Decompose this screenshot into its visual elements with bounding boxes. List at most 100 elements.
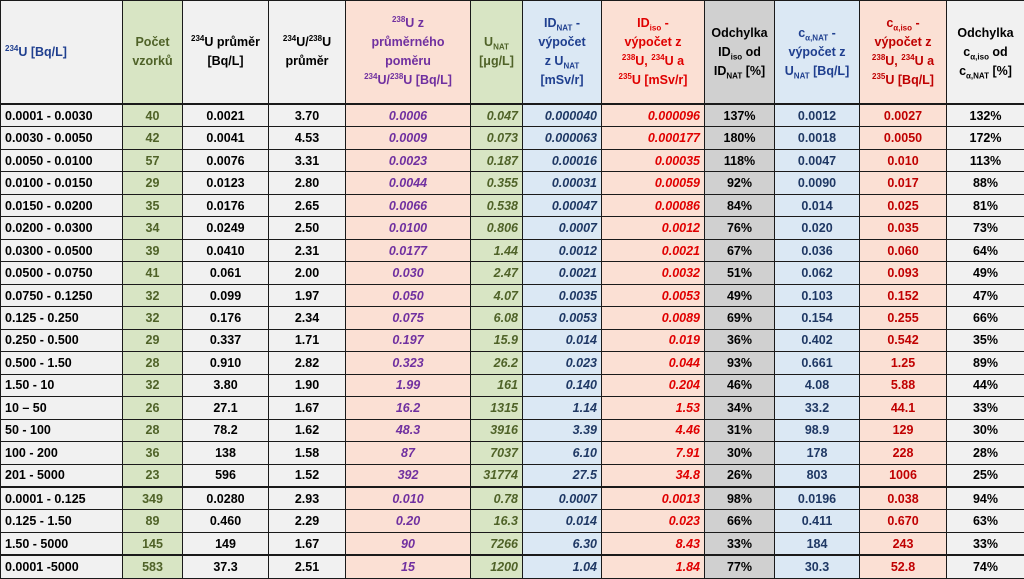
cell-id-deviation: 92% — [704, 171, 775, 195]
cell-u234-range: 1.50 - 10 — [0, 373, 123, 398]
table-row: 10 – 50 26 27.1 1.67 16.2 1315 1.14 1.53 34% 33.2… — [0, 396, 1024, 420]
table-row: 0.0050 - 0.0100 57 0.0076 3.31 0.0023 0.187 0.… — [0, 148, 1024, 173]
header-ratio-mean: 234U/238U průměr — [268, 0, 346, 105]
cell-sample-count: 34 — [122, 216, 183, 240]
cell-u238-from-ratio: 0.030 — [345, 261, 471, 285]
cell-u238-from-ratio: 0.050 — [345, 283, 471, 308]
cell-id-deviation: 77% — [704, 554, 775, 579]
cell-c-alpha-iso: 44.1 — [859, 396, 947, 420]
cell-sample-count: 28 — [122, 418, 183, 443]
cell-sample-count: 583 — [122, 554, 183, 579]
cell-u238-from-ratio: 90 — [345, 531, 471, 556]
cell-idnat: 3.39 — [522, 418, 602, 443]
cell-c-alpha-iso: 1.25 — [859, 351, 947, 375]
cell-sample-count: 36 — [122, 441, 183, 465]
header-c-alpha-iso: cα,iso - výpočet z 238U, 234U a 235U [Bq/L] — [859, 0, 947, 105]
cell-u234-range: 0.250 - 0.500 — [0, 328, 123, 353]
cell-idiso: 0.00059 — [601, 171, 705, 195]
cell-ratio-mean: 2.29 — [268, 509, 346, 533]
cell-idiso: 1.53 — [601, 396, 705, 420]
cell-idiso: 0.204 — [601, 373, 705, 398]
cell-u238-from-ratio: 0.075 — [345, 306, 471, 330]
cell-unat: 6.08 — [470, 306, 523, 330]
cell-c-alpha-nat: 33.2 — [774, 396, 860, 420]
cell-c-alpha-nat: 0.103 — [774, 283, 860, 308]
cell-idnat: 0.00047 — [522, 193, 602, 218]
cell-c-alpha-deviation: 74% — [946, 554, 1024, 579]
cell-c-alpha-iso: 0.010 — [859, 148, 947, 173]
cell-c-alpha-nat: 0.014 — [774, 193, 860, 218]
table-body: 0.0001 - 0.0030 40 0.0021 3.70 0.0006 0.047 0.… — [0, 103, 1024, 579]
cell-c-alpha-nat: 0.0047 — [774, 148, 860, 173]
cell-u234-mean: 138 — [182, 441, 269, 465]
header-id-deviation: Odchylka IDiso od IDNAT [%] — [704, 0, 775, 105]
table-row: 0.0750 - 0.1250 32 0.099 1.97 0.050 4.07 0.003… — [0, 283, 1024, 308]
cell-u234-range: 0.0150 - 0.0200 — [0, 193, 123, 218]
table-row: 0.125 - 1.50 89 0.460 2.29 0.20 16.3 0.014 0.02… — [0, 509, 1024, 533]
cell-unat: 0.355 — [470, 171, 523, 195]
cell-c-alpha-nat: 0.0018 — [774, 126, 860, 150]
cell-c-alpha-deviation: 66% — [946, 306, 1024, 330]
cell-u238-from-ratio: 0.010 — [345, 486, 471, 511]
cell-u234-mean: 0.910 — [182, 351, 269, 375]
cell-c-alpha-deviation: 25% — [946, 463, 1024, 488]
cell-u234-mean: 149 — [182, 531, 269, 556]
cell-sample-count: 57 — [122, 148, 183, 173]
cell-id-deviation: 46% — [704, 373, 775, 398]
header-sample-count: Počet vzorků — [122, 0, 183, 105]
cell-unat: 26.2 — [470, 351, 523, 375]
header-u234-mean: 234U průměr [Bq/L] — [182, 0, 269, 105]
table-row: 0.0500 - 0.0750 41 0.061 2.00 0.030 2.47 0.002… — [0, 261, 1024, 285]
cell-idnat: 0.023 — [522, 351, 602, 375]
cell-c-alpha-nat: 0.0012 — [774, 103, 860, 128]
table-row: 201 - 5000 23 596 1.52 392 31774 27.5 34.8 26% 80… — [0, 463, 1024, 488]
cell-id-deviation: 67% — [704, 238, 775, 263]
table-row: 0.0150 - 0.0200 35 0.0176 2.65 0.0066 0.538 0.… — [0, 193, 1024, 218]
cell-u234-range: 0.0750 - 0.1250 — [0, 283, 123, 308]
cell-c-alpha-deviation: 33% — [946, 531, 1024, 556]
cell-ratio-mean: 1.71 — [268, 328, 346, 353]
cell-u234-range: 0.0300 - 0.0500 — [0, 238, 123, 263]
cell-c-alpha-nat: 0.154 — [774, 306, 860, 330]
cell-ratio-mean: 2.50 — [268, 216, 346, 240]
cell-u234-mean: 0.0280 — [182, 486, 269, 511]
table-row: 0.500 - 1.50 28 0.910 2.82 0.323 26.2 0.023 0.0… — [0, 351, 1024, 375]
cell-sample-count: 40 — [122, 103, 183, 128]
cell-ratio-mean: 2.82 — [268, 351, 346, 375]
cell-c-alpha-iso: 0.0050 — [859, 126, 947, 150]
cell-c-alpha-iso: 52.8 — [859, 554, 947, 579]
cell-u234-mean: 27.1 — [182, 396, 269, 420]
cell-idnat: 1.04 — [522, 554, 602, 579]
cell-u234-mean: 0.099 — [182, 283, 269, 308]
cell-sample-count: 23 — [122, 463, 183, 488]
cell-u234-mean: 0.337 — [182, 328, 269, 353]
table-row: 50 - 100 28 78.2 1.62 48.3 3916 3.39 4.46 31% 98.… — [0, 418, 1024, 443]
cell-idnat: 0.0035 — [522, 283, 602, 308]
cell-u234-mean: 78.2 — [182, 418, 269, 443]
cell-c-alpha-deviation: 28% — [946, 441, 1024, 465]
cell-u234-range: 0.125 - 0.250 — [0, 306, 123, 330]
table-row: 0.0001 - 0.0030 40 0.0021 3.70 0.0006 0.047 0.… — [0, 103, 1024, 128]
cell-u234-mean: 596 — [182, 463, 269, 488]
cell-id-deviation: 93% — [704, 351, 775, 375]
cell-idiso: 0.044 — [601, 351, 705, 375]
cell-idiso: 0.00086 — [601, 193, 705, 218]
cell-u234-range: 0.500 - 1.50 — [0, 351, 123, 375]
cell-c-alpha-nat: 0.411 — [774, 509, 860, 533]
cell-u234-range: 0.0100 - 0.0150 — [0, 171, 123, 195]
cell-sample-count: 29 — [122, 171, 183, 195]
table-row: 100 - 200 36 138 1.58 87 7037 6.10 7.91 30% 178 22… — [0, 441, 1024, 465]
cell-c-alpha-nat: 0.020 — [774, 216, 860, 240]
cell-idnat: 1.14 — [522, 396, 602, 420]
header-c-alpha-nat: cα,NAT - výpočet z UNAT [Bq/L] — [774, 0, 860, 105]
cell-c-alpha-deviation: 63% — [946, 509, 1024, 533]
cell-c-alpha-iso: 0.038 — [859, 486, 947, 511]
cell-id-deviation: 26% — [704, 463, 775, 488]
cell-ratio-mean: 2.34 — [268, 306, 346, 330]
cell-ratio-mean: 1.97 — [268, 283, 346, 308]
cell-c-alpha-iso: 0.670 — [859, 509, 947, 533]
table-row: 0.125 - 0.250 32 0.176 2.34 0.075 6.08 0.0053 0… — [0, 306, 1024, 330]
cell-unat: 16.3 — [470, 509, 523, 533]
cell-idnat: 0.140 — [522, 373, 602, 398]
cell-u234-range: 0.0030 - 0.0050 — [0, 126, 123, 150]
